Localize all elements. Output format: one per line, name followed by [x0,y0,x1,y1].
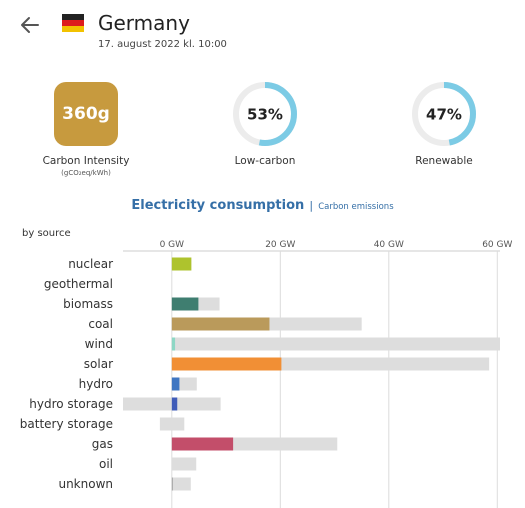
category-label: gas [92,437,113,451]
tick-label: 0 GW [160,240,185,250]
category-label: biomass [63,297,113,311]
tab-electricity-consumption[interactable]: Electricity consumption [131,198,305,213]
country-name: Germany [98,11,190,35]
production-bar [171,477,173,491]
production-bar [171,357,282,371]
production-bar [171,337,176,351]
category-label: hydro storage [29,397,113,411]
renewable-gauge: 47% [411,81,477,151]
capacity-bar [171,337,501,351]
production-bar [171,317,270,331]
carbon-intensity-badge: 360g [54,82,118,146]
capacity-bar [171,477,191,491]
renewable-value: 47% [426,106,462,124]
by-source-label: by source [22,228,71,239]
tab-carbon-emissions[interactable]: Carbon emissions [318,202,394,212]
gauge-fill [233,82,297,146]
flag-stripe-middle [62,20,84,26]
back-button[interactable] [18,12,44,38]
category-label: nuclear [68,257,113,271]
production-bar [171,437,234,451]
electricity-consumption-chart: 0 GW 20 GW 40 GW 60 GW nuclear geothermal biom… [20,240,512,508]
flag-stripe-top [62,14,84,20]
low-carbon-label: Low-carbon [234,155,296,167]
chart-tab-bar: Electricity consumption | Carbon emissio… [0,194,525,213]
renewable-label: Renewable [415,155,473,167]
production-bar [171,397,178,411]
datetime-label: 17. august 2022 kl. 10:00 [98,39,227,50]
country-flag [62,14,84,32]
low-carbon-value: 53% [247,106,283,124]
category-label: battery storage [20,417,113,431]
tab-separator: | [309,199,314,212]
category-label: oil [99,457,113,471]
flag-stripe-bottom [62,26,84,32]
capacity-bar [171,457,197,471]
low-carbon-gauge: 53% [232,81,298,151]
production-bar [171,377,180,391]
carbon-intensity-unit: (gCO₂eq/kWh) [61,169,111,177]
category-label: geothermal [44,277,113,291]
tick-label: 40 GW [374,240,404,250]
category-label: solar [84,357,113,371]
capacity-bar [159,417,185,431]
arrow-left-icon [21,17,39,33]
tick-label: 60 GW [482,240,512,250]
production-bar [171,297,199,311]
tick-label: 20 GW [265,240,295,250]
category-label: unknown [58,477,113,491]
category-label: wind [85,337,113,351]
carbon-intensity-label: Carbon Intensity [42,155,130,167]
category-label: hydro [79,377,113,391]
category-label: coal [88,317,113,331]
gauge-fill [412,82,476,146]
production-bar [171,257,192,271]
